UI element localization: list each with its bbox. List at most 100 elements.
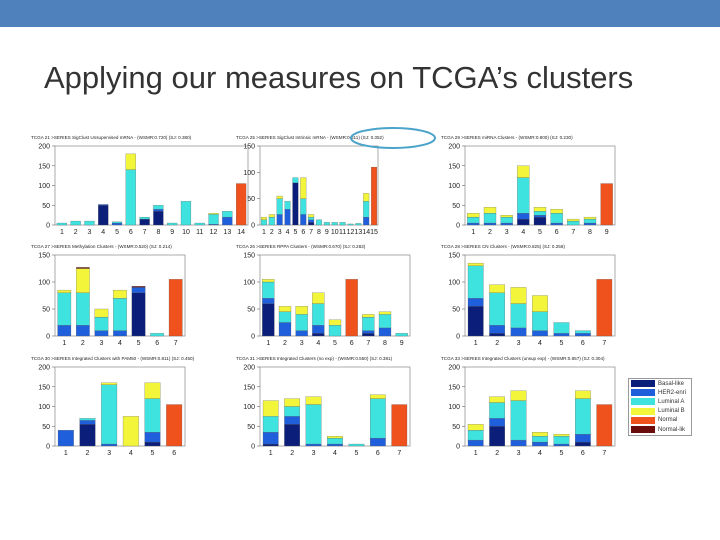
bar-segment [79, 420, 96, 425]
x-tick-label: 11 [196, 229, 203, 236]
bar-segment [144, 432, 161, 443]
bar-segment [467, 306, 484, 337]
x-tick-label: 4 [118, 340, 122, 347]
x-tick-label: 12 [210, 229, 218, 236]
bar-segment [94, 316, 109, 331]
bar-segment [101, 384, 118, 445]
bar-segment [98, 205, 109, 226]
x-tick-label: 7 [571, 229, 575, 236]
x-tick-label: 1 [266, 340, 270, 347]
bar-segment [111, 222, 123, 226]
bar-segment [510, 400, 527, 441]
bar-segment [168, 279, 183, 337]
legend-swatch [631, 426, 655, 434]
bar-segment [276, 198, 283, 215]
plot-frame [54, 145, 249, 226]
x-tick-label: 3 [517, 340, 521, 347]
bar-segment [510, 287, 527, 304]
bar-segment [532, 432, 548, 437]
y-tick-label: 200 [243, 365, 255, 372]
bar-segment [278, 306, 292, 312]
bar-segment [347, 223, 354, 226]
x-tick-label: 2 [270, 229, 274, 236]
bar-segment [370, 394, 386, 399]
legend-item: Normal-lik [629, 425, 691, 434]
legend-label: Luminal A [658, 398, 685, 405]
bar-segment [295, 330, 308, 337]
legend-swatch [631, 389, 655, 397]
bar-segment [262, 303, 275, 337]
x-tick-label: 13 [354, 229, 362, 236]
bar-segment [483, 207, 497, 214]
x-tick-label: 5 [115, 229, 119, 236]
x-tick-label: 1 [60, 229, 64, 236]
x-tick-label: 8 [588, 229, 592, 236]
legend-label: Normal-lik [658, 426, 685, 433]
bar-segment [575, 333, 591, 337]
bar-segment [300, 198, 307, 215]
bar-segment [362, 333, 375, 337]
bar-segment [532, 311, 548, 331]
y-tick-label: 50 [247, 424, 255, 431]
y-tick-label: 150 [38, 163, 50, 170]
bar-segment [600, 183, 613, 226]
y-tick-label: 50 [247, 307, 255, 314]
x-tick-label: 6 [581, 450, 585, 457]
legend-item: Luminal B [629, 407, 691, 416]
x-tick-label: 1 [269, 450, 273, 457]
bar-segment [363, 201, 370, 218]
bar-segment [327, 437, 343, 445]
bar-segment [76, 268, 90, 293]
y-tick-label: 150 [38, 384, 50, 391]
bar-segment [284, 416, 300, 425]
bar-segment [370, 398, 386, 439]
bar-segment [575, 398, 591, 435]
bar-segment [300, 214, 307, 226]
x-tick-label: 4 [286, 229, 290, 236]
x-tick-label: 9 [605, 229, 609, 236]
x-tick-label: 7 [602, 340, 606, 347]
bar-segment [70, 220, 81, 226]
x-tick-label: 6 [376, 450, 380, 457]
bar-segment [532, 441, 548, 447]
bar-segment [575, 441, 591, 447]
bar-segment [131, 286, 146, 288]
x-tick-label: 6 [581, 340, 585, 347]
y-tick-label: 0 [46, 444, 50, 451]
x-tick-label: 5 [333, 340, 337, 347]
bar-segment [489, 426, 505, 447]
chart-title: TCGA 25 >SERIES SigClust Intrinsic mRNA … [236, 135, 384, 140]
bar-segment [550, 209, 563, 214]
bar-segment [567, 218, 580, 222]
bar-segment [122, 416, 139, 447]
bar-segment [510, 327, 527, 337]
bar-segment [131, 292, 146, 337]
bar-segment [328, 325, 342, 337]
x-tick-label: 5 [137, 340, 141, 347]
bar-segment [56, 222, 67, 226]
legend-swatch [631, 380, 655, 388]
x-tick-label: 7 [309, 229, 313, 236]
chart-title: TCGA 33 >SERIES Integrated Clusters (uns… [441, 356, 605, 361]
bar-segment [467, 439, 484, 447]
x-tick-label: 3 [99, 340, 103, 347]
x-tick-label: 12 [347, 229, 355, 236]
bar-segment [328, 319, 342, 326]
bar-segment [575, 390, 591, 399]
x-tick-label: 4 [521, 229, 525, 236]
bar-segment [139, 216, 150, 220]
bar-segment [295, 306, 308, 315]
x-tick-label: 6 [172, 450, 176, 457]
x-tick-label: 5 [151, 450, 155, 457]
bar-segment [467, 216, 480, 224]
x-tick-label: 2 [283, 340, 287, 347]
bar-segment [308, 214, 315, 218]
y-tick-label: 50 [452, 424, 460, 431]
x-tick-label: 11 [339, 229, 346, 236]
x-tick-label: 4 [333, 450, 337, 457]
x-tick-label: 7 [143, 229, 147, 236]
highlight-ellipse [350, 127, 436, 149]
x-tick-label: 15 [370, 229, 378, 236]
bar-segment [312, 292, 325, 304]
